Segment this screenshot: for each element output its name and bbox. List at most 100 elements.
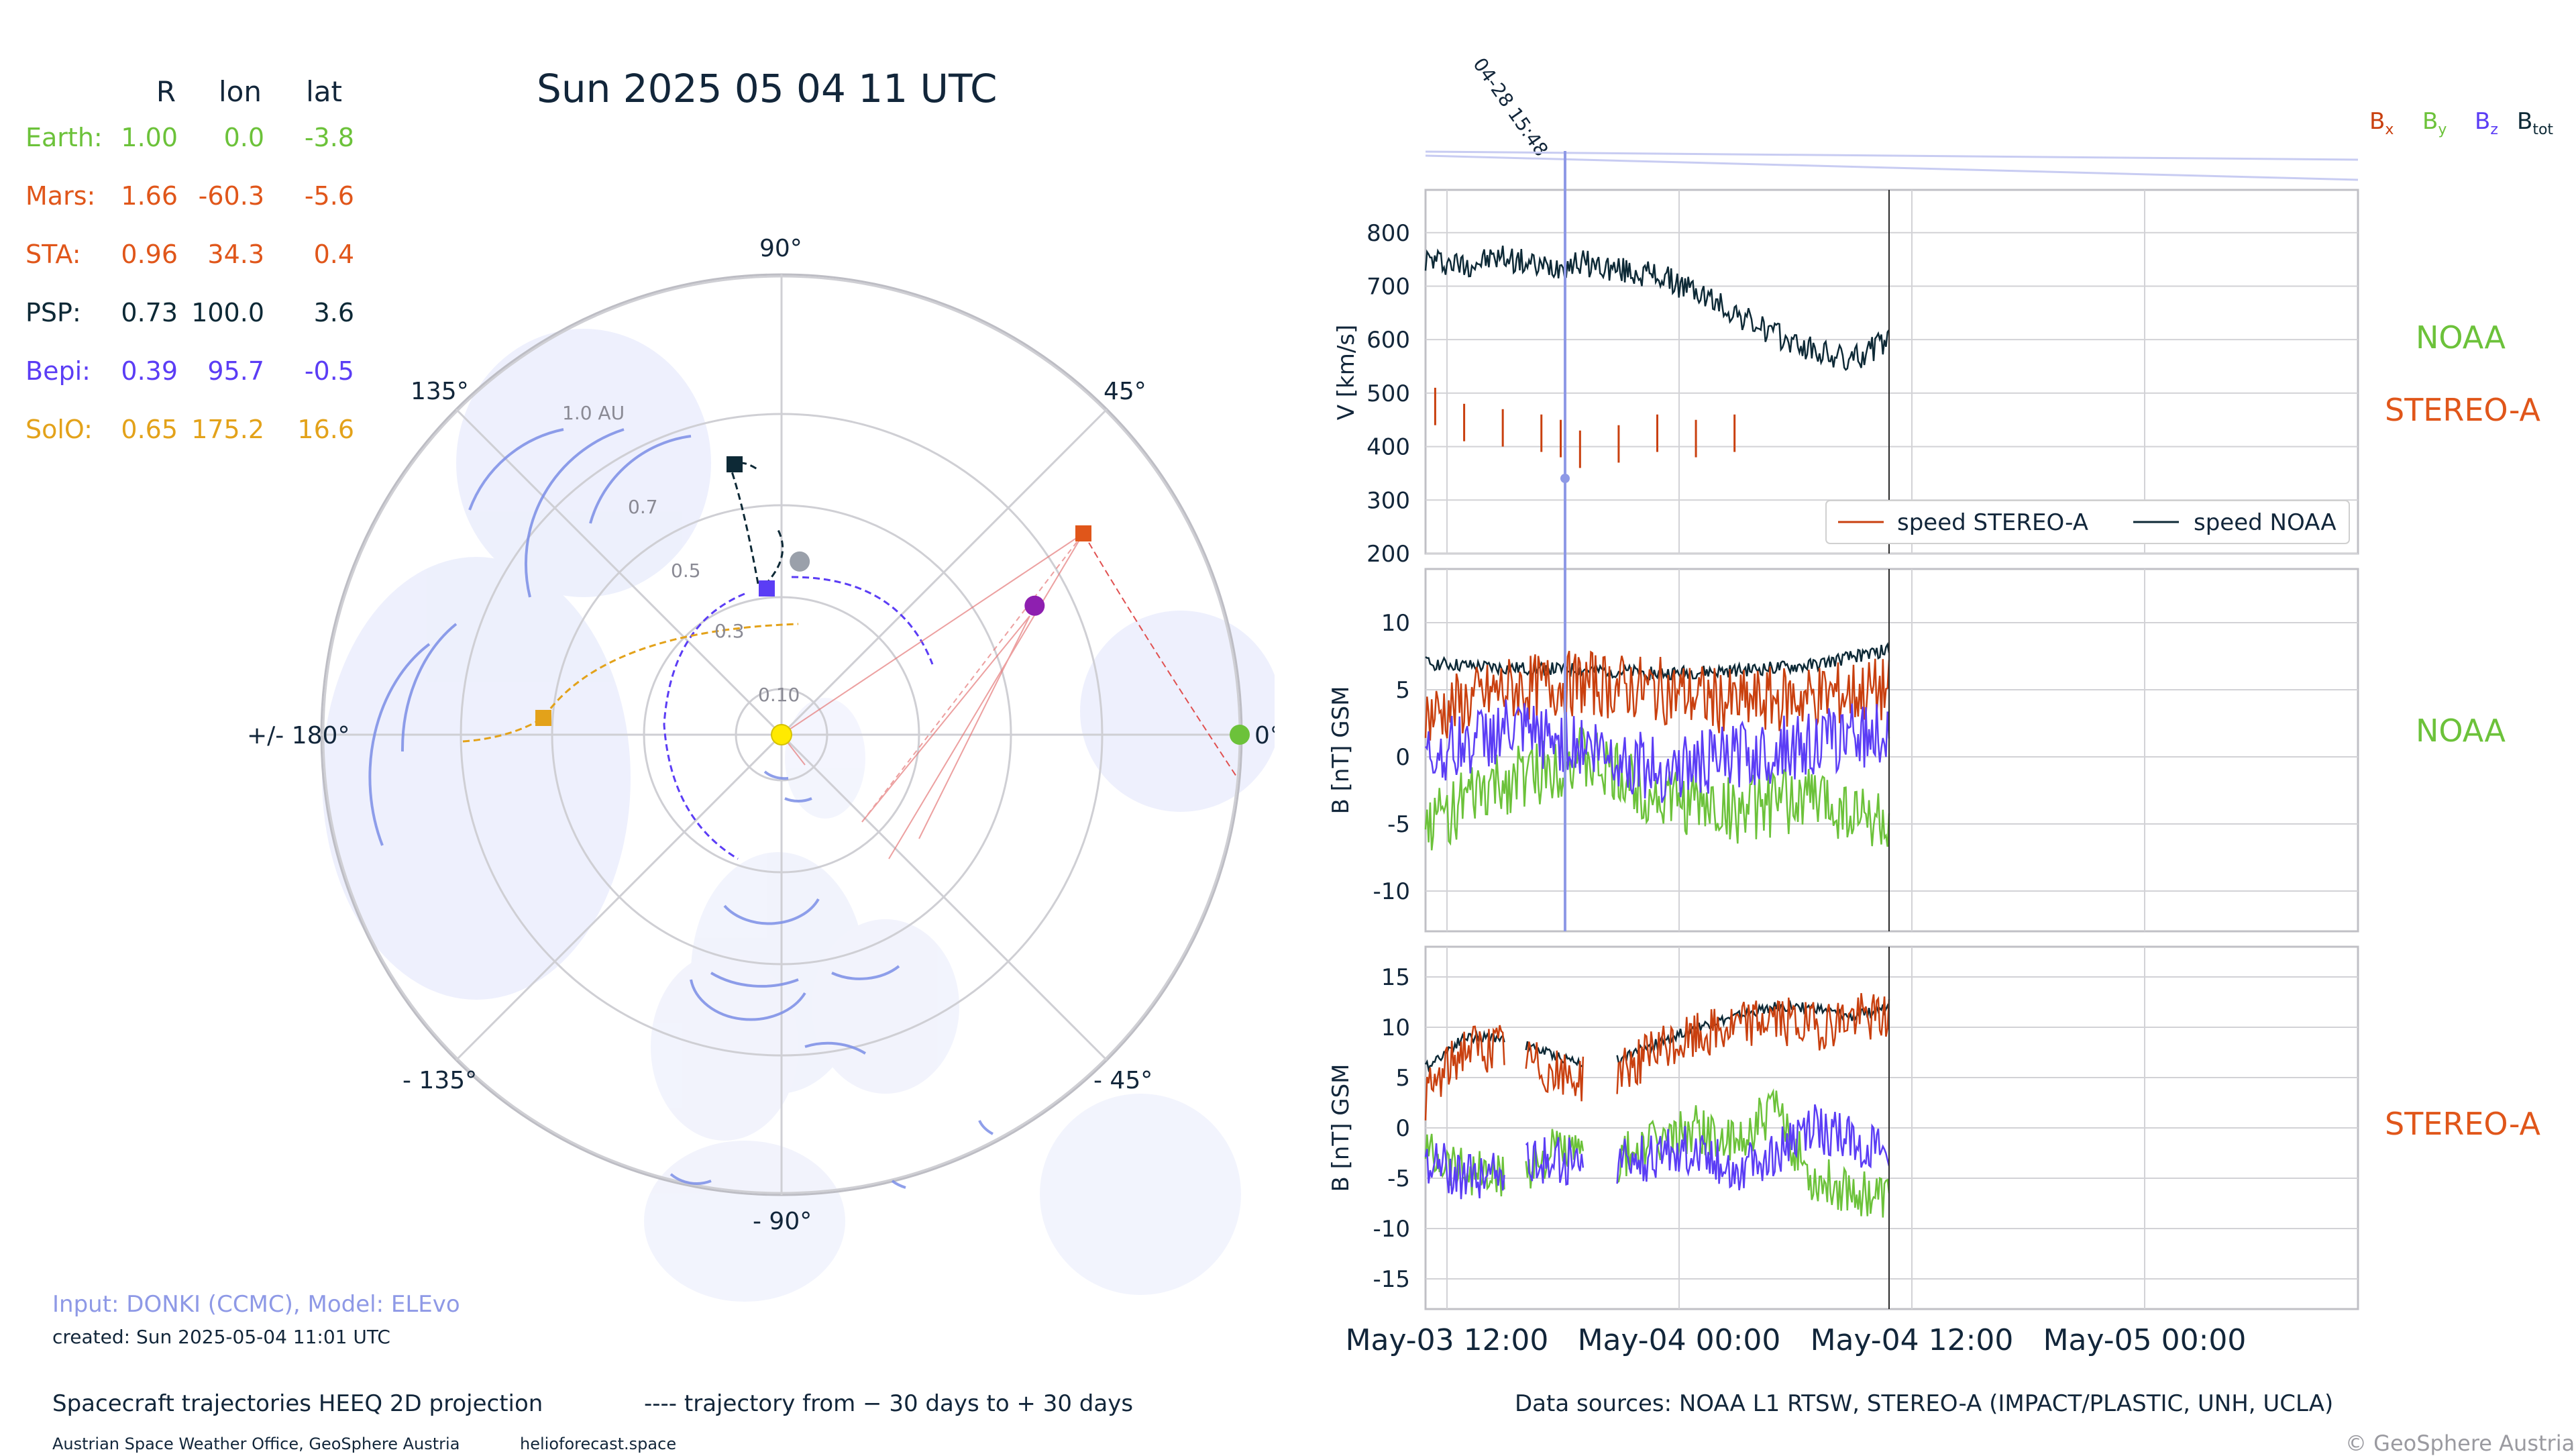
table-cell-R: 1.00	[121, 123, 178, 152]
table-cell-name: PSP:	[25, 298, 81, 327]
series-by	[1424, 725, 1890, 851]
copyright-text: © GeoSphere Austria	[2345, 1431, 2575, 1456]
legend-bx: B	[2369, 108, 2385, 135]
series-bz	[1424, 699, 1890, 803]
cme-fronts	[368, 428, 994, 1189]
svg-text:Bx: Bx	[2369, 108, 2394, 138]
table-cell-name: SolO:	[25, 415, 93, 444]
y-tick-label: -5	[1387, 811, 1410, 838]
projection-text: Spacecraft trajectories HEEQ 2D projecti…	[52, 1390, 543, 1417]
angle-label-90: 90°	[759, 235, 802, 262]
bepi-marker	[759, 580, 775, 596]
legend-by: B	[2422, 108, 2438, 135]
table-cell-lon: 95.7	[207, 356, 264, 386]
table-cell-lon: 100.0	[191, 298, 264, 327]
series-btot	[1525, 1041, 1584, 1068]
legend-bz: B	[2475, 108, 2490, 135]
y-tick-label: 600	[1366, 327, 1410, 354]
trajectories	[462, 462, 1238, 860]
y-tick-label: 200	[1366, 541, 1410, 568]
sta-marker	[1075, 525, 1091, 541]
series-bx	[1424, 650, 1890, 741]
panel2-ylabel: B [nT] GSM	[1328, 686, 1354, 814]
psp-marker	[727, 456, 743, 472]
input-model-text: Input: DONKI (CCMC), Model: ELEvo	[52, 1291, 460, 1318]
table-cell-lon: 175.2	[191, 415, 264, 444]
y-tick-label: 10	[1381, 610, 1410, 637]
y-tick-label: -10	[1373, 1216, 1410, 1243]
table-cell-lat: -5.6	[304, 181, 354, 211]
b-component-legend: Bx By Bz Btot	[2369, 108, 2553, 138]
series-btot	[1425, 641, 1890, 681]
ring-label-010: 0.10	[758, 684, 800, 706]
angle-label-0: 0°	[1254, 722, 1275, 749]
table-cell-name: STA:	[25, 240, 81, 269]
ring-label-07: 0.7	[628, 496, 658, 518]
legend-noaa: speed NOAA	[2194, 509, 2337, 536]
angle-label-m135: - 135°	[402, 1067, 477, 1094]
solo-marker	[535, 710, 551, 726]
y-tick-label: 400	[1366, 434, 1410, 461]
y-tick-label: 15	[1381, 964, 1410, 991]
mars-marker	[1024, 595, 1045, 616]
date-title: Sun 2025 05 04 11 UTC	[537, 66, 998, 111]
y-tick-label: 10	[1381, 1015, 1410, 1041]
legend-btot: B	[2517, 108, 2532, 135]
side-label-stereo-2: STEREO-A	[2385, 1106, 2540, 1142]
series-bz	[1616, 1104, 1890, 1191]
y-tick-label: 0	[1395, 744, 1410, 771]
side-label-noaa-2: NOAA	[2416, 713, 2506, 749]
ring-label-05: 0.5	[671, 560, 701, 582]
series-bx	[1616, 993, 1890, 1094]
table-cell-R: 0.65	[121, 415, 178, 444]
y-tick-label: 0	[1395, 1115, 1410, 1142]
svg-text:By: By	[2422, 108, 2447, 138]
ring-label-10: 1.0 AU	[562, 402, 625, 424]
table-cell-lat: -3.8	[304, 123, 354, 152]
panel1-ylabel: V [km/s]	[1333, 325, 1360, 421]
series-bx	[1525, 1041, 1585, 1102]
connection-lines	[781, 533, 1084, 860]
angle-label-180: +/- 180°	[247, 722, 350, 749]
earth-marker	[1230, 725, 1250, 745]
x-tick-label: May-05 00:00	[2043, 1323, 2247, 1357]
svg-text:Bz: Bz	[2475, 108, 2498, 138]
venus-marker	[790, 551, 810, 572]
planet-markers	[771, 551, 1250, 745]
y-tick-label: 5	[1395, 1065, 1410, 1092]
series-bz	[1525, 1137, 1585, 1186]
x-tick-label: May-04 12:00	[1811, 1323, 2014, 1357]
svg-text:Btot: Btot	[2517, 108, 2553, 138]
table-cell-lat: -0.5	[304, 356, 354, 386]
trajectory-text: ---- trajectory from − 30 days to + 30 d…	[644, 1390, 1134, 1417]
table-cell-R: 0.73	[121, 298, 178, 327]
table-cell-R: 1.66	[121, 181, 178, 211]
y-tick-label: -10	[1373, 878, 1410, 905]
ring-label-03: 0.3	[714, 620, 745, 642]
x-tick-label: May-03 12:00	[1346, 1323, 1549, 1357]
y-tick-label: 700	[1366, 273, 1410, 300]
y-tick-label: -15	[1373, 1266, 1410, 1293]
table-cell-name: Mars:	[25, 181, 96, 211]
table-cell-name: Bepi:	[25, 356, 91, 386]
angle-label-45: 45°	[1104, 378, 1146, 405]
col-lat: lat	[306, 75, 342, 108]
series-by	[1616, 1088, 1890, 1218]
table-cell-R: 0.39	[121, 356, 178, 386]
y-tick-label: 500	[1366, 380, 1410, 407]
data-sources-text: Data sources: NOAA L1 RTSW, STEREO-A (IM…	[1515, 1390, 2334, 1417]
sun-marker	[771, 724, 792, 745]
series-bz	[1424, 1143, 1505, 1200]
speed-legend	[1825, 500, 2350, 544]
table-cell-lon: 0.0	[223, 123, 264, 152]
cme-marker-label: 04-28 15:48	[1468, 54, 1552, 160]
legend-sta: speed STEREO-A	[1897, 509, 2088, 536]
y-tick-label: 5	[1395, 677, 1410, 704]
polar-plot: 0.10 0.3 0.5 0.7 1.0 AU 90° 45° 0° - 45°…	[247, 235, 1275, 1302]
y-tick-label: -5	[1387, 1165, 1410, 1192]
table-cell-lon: -60.3	[198, 181, 264, 211]
table-cell-lat: 16.6	[297, 415, 354, 444]
col-r: R	[156, 75, 176, 108]
x-tick-label: May-04 00:00	[1578, 1323, 1781, 1357]
y-tick-label: 800	[1366, 220, 1410, 247]
